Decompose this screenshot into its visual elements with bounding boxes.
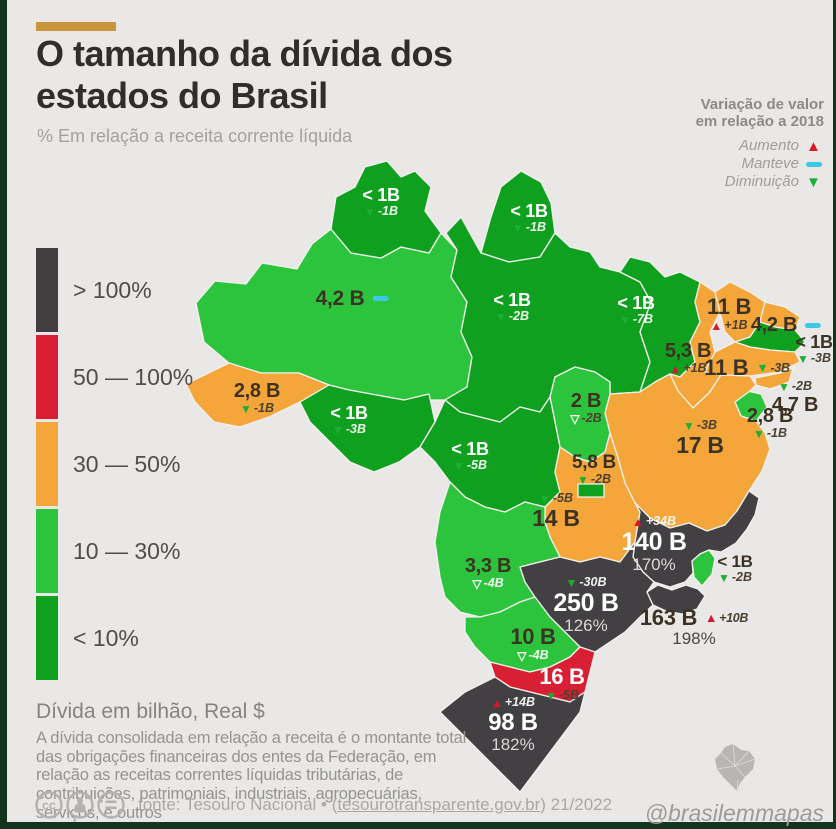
variation-legend-item: Diminuição ▼ <box>696 173 824 191</box>
source-text: fonte: Tesouro Nacional • (tesourotransp… <box>138 795 612 815</box>
scale-label: > 100% <box>73 276 152 303</box>
unit-note: Dívida em bilhão, Real $ <box>36 700 265 723</box>
by-person-icon <box>66 791 94 819</box>
source-link[interactable]: tesourotransparente.gov.br <box>337 795 541 814</box>
variation-legend-title-line2: em relação a 2018 <box>695 113 824 130</box>
scale-swatch <box>36 335 58 419</box>
scale-swatch <box>36 248 58 332</box>
scale-label: < 10% <box>73 624 139 651</box>
scale-legend-item: 10 — 30% <box>36 509 193 593</box>
scale-legend-item: < 10% <box>36 596 193 680</box>
scale-legend-item: 50 — 100% <box>36 335 193 419</box>
creative-commons-icons: cc <box>35 791 125 819</box>
state-AP <box>480 170 556 263</box>
variation-legend-item-label: Aumento <box>738 137 799 154</box>
title-accent-bar <box>36 22 116 31</box>
scale-label: 30 — 50% <box>73 450 181 477</box>
variation-legend-title-line1: Variação de valor <box>700 96 824 113</box>
down-triangle-icon: ▼ <box>806 175 824 190</box>
state-RO <box>299 384 436 473</box>
state-MG <box>632 490 760 588</box>
credit-handle: @brasilemmapas <box>644 800 824 826</box>
scale-label: 50 — 100% <box>73 363 194 390</box>
cc-icon: cc <box>35 791 63 819</box>
state-DF <box>577 483 605 498</box>
description-note: A dívida consolidada em relação a receit… <box>36 729 467 822</box>
triangle: ▲ <box>806 137 821 155</box>
page-subtitle: % Em relação a receita corrente líquida <box>37 126 353 146</box>
bottom-border <box>0 822 836 829</box>
variation-legend-item-label: Diminuição <box>724 173 799 190</box>
page-title: O tamanho da dívida dos estados do Brasi… <box>36 33 453 117</box>
state-RS <box>439 676 586 793</box>
source-prefix: fonte: Tesouro Nacional • ( <box>138 795 338 814</box>
equals-icon <box>97 791 125 819</box>
source-suffix: ) 21/2022 <box>540 795 613 814</box>
page-title-line2: estados do Brasil <box>36 75 328 117</box>
scale-label: 10 — 30% <box>73 537 181 564</box>
state-RJ <box>646 584 706 615</box>
footer: cc fonte: Tesouro Nacional • (tesourotra… <box>34 790 612 820</box>
variation-legend-item-label: Manteve <box>741 155 799 172</box>
state-RR <box>330 160 442 259</box>
scale-swatch <box>36 596 58 680</box>
left-border <box>0 0 7 829</box>
scale-swatch <box>36 509 58 593</box>
variation-legend: Variação de valor em relação a 2018 Aume… <box>696 96 824 191</box>
scale-legend: > 100% 50 — 100% 30 — 50% 10 — 30% < 10% <box>36 248 193 683</box>
page-title-line1: O tamanho da dívida dos <box>36 33 453 74</box>
scale-legend-item: 30 — 50% <box>36 422 193 506</box>
brasilemmapas-logo <box>715 743 756 792</box>
state-ES <box>691 549 716 587</box>
scale-legend-item: > 100% <box>36 248 193 332</box>
svg-text:cc: cc <box>42 799 56 813</box>
variation-legend-item: Aumento ▲ <box>696 137 824 155</box>
variation-legend-items: Aumento ▲ Manteve Diminuição ▼ <box>696 137 824 191</box>
variation-legend-item: Manteve <box>696 155 824 173</box>
scale-swatch <box>36 422 58 506</box>
cyan-dash-icon <box>806 161 822 167</box>
state-PA <box>444 216 652 423</box>
triangle: ▼ <box>806 173 821 191</box>
up-triangle-icon: ▲ <box>806 139 824 154</box>
credit-block: @brasilemmapas <box>645 742 824 827</box>
cyan-dash-icon <box>806 161 824 167</box>
right-border <box>833 0 836 829</box>
